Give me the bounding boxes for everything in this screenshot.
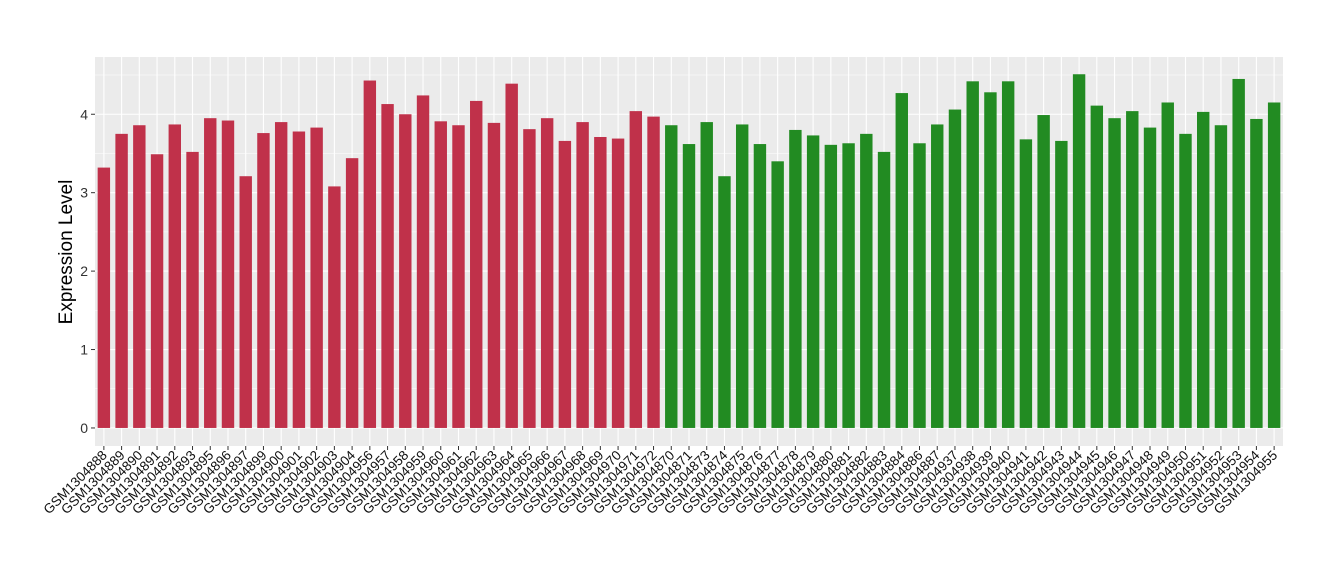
bar-GSM1304964 [505,83,518,428]
bar-GSM1304968 [576,122,589,428]
bar-GSM1304943 [1055,140,1068,428]
bar-GSM1304960 [434,121,447,428]
bar-GSM1304877 [771,161,784,428]
bar-GSM1304949 [1161,102,1174,428]
bar-GSM1304880 [824,144,838,428]
bar-GSM1304883 [877,151,891,428]
y-tick-label: 0 [80,420,88,436]
bar-GSM1304954 [1250,118,1263,428]
y-tick-label: 2 [80,263,88,279]
bar-GSM1304959 [416,95,430,428]
bar-GSM1304886 [913,143,926,428]
bar-GSM1304887 [931,124,944,428]
bar-GSM1304941 [1019,139,1033,428]
bar-GSM1304957 [381,104,394,428]
y-tick-label: 3 [80,185,88,201]
bar-GSM1304874 [718,176,731,428]
bar-GSM1304871 [682,144,696,428]
bar-GSM1304940 [1001,81,1015,428]
bar-GSM1304882 [860,133,873,428]
bar-GSM1304966 [540,118,554,428]
bar-GSM1304870 [665,125,678,428]
bars [97,74,1281,428]
bar-GSM1304897 [239,176,252,428]
y-tick-label: 4 [80,106,88,122]
bar-GSM1304967 [558,140,572,428]
bar-GSM1304879 [806,135,820,428]
bar-GSM1304899 [257,133,270,428]
bar-GSM1304972 [647,116,660,428]
bar-GSM1304956 [363,80,377,428]
y-tick-label: 1 [80,342,88,358]
bar-GSM1304952 [1214,125,1228,428]
bar-GSM1304884 [895,93,908,428]
bar-GSM1304958 [399,114,412,428]
bar-GSM1304938 [966,81,979,428]
bar-GSM1304895 [204,118,217,428]
bar-GSM1304875 [735,124,749,428]
bar-GSM1304881 [842,143,855,428]
bar-GSM1304893 [186,151,199,428]
bar-GSM1304901 [292,131,306,428]
bar-GSM1304945 [1090,105,1104,428]
bar-GSM1304946 [1108,118,1121,428]
bar-GSM1304890 [133,125,146,428]
bar-GSM1304891 [150,154,164,428]
bar-GSM1304962 [470,100,483,428]
bar-GSM1304876 [753,144,767,428]
bar-GSM1304942 [1037,115,1050,428]
bar-GSM1304904 [345,158,359,428]
bar-GSM1304939 [984,92,997,428]
bar-GSM1304969 [594,136,607,428]
bar-GSM1304961 [452,125,465,428]
x-axis: GSM1304888GSM1304889GSM1304890GSM1304891… [40,446,1280,517]
bar-GSM1304953 [1232,78,1245,428]
bar-GSM1304965 [523,129,536,428]
bar-GSM1304955 [1267,102,1281,428]
bar-GSM1304873 [700,122,713,428]
bar-GSM1304888 [97,167,111,428]
bar-GSM1304900 [274,122,288,428]
bar-GSM1304970 [611,138,625,428]
bar-GSM1304892 [168,124,181,428]
bar-GSM1304902 [310,127,323,428]
bar-GSM1304903 [328,186,341,428]
bar-GSM1304947 [1126,111,1139,428]
bar-GSM1304963 [487,122,501,428]
bar-GSM1304951 [1197,111,1210,428]
bar-GSM1304937 [948,109,962,428]
bar-GSM1304896 [221,120,235,428]
bar-GSM1304950 [1179,133,1192,428]
bar-GSM1304948 [1143,127,1157,428]
bar-GSM1304971 [629,111,643,428]
bar-GSM1304878 [789,129,802,428]
y-axis: 0 1 2 3 4 [80,106,95,436]
y-axis-label: Expression Level [56,180,77,325]
bar-GSM1304889 [115,133,128,428]
bar-GSM1304944 [1072,74,1086,428]
